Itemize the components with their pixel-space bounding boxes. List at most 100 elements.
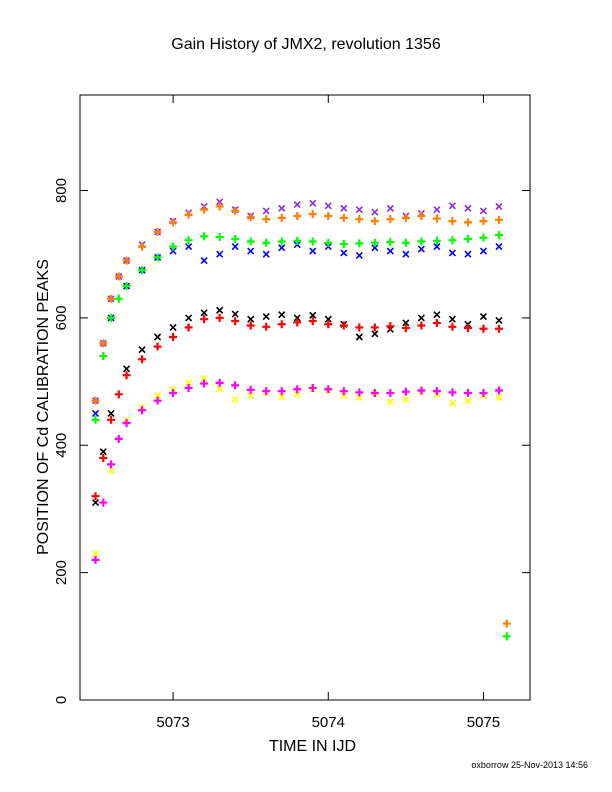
data-point — [448, 388, 457, 397]
data-point — [479, 324, 488, 333]
data-point — [246, 237, 255, 246]
data-point — [417, 386, 426, 395]
data-point — [138, 242, 147, 251]
data-point — [448, 249, 456, 257]
data-point — [247, 247, 255, 255]
data-point — [401, 387, 410, 396]
data-point — [200, 205, 209, 214]
data-point — [355, 251, 363, 260]
data-point — [185, 379, 193, 387]
data-point — [448, 202, 456, 210]
data-point — [277, 320, 286, 329]
data-point — [138, 266, 147, 275]
data-point — [184, 383, 193, 392]
data-point — [138, 406, 147, 415]
data-point — [169, 247, 177, 255]
data-point — [479, 389, 488, 398]
axis-ticks: 5073 5074 5075 0 200 400 600 800 — [53, 95, 530, 731]
y-tick-label: 400 — [53, 433, 70, 458]
data-point — [433, 311, 441, 319]
data-point — [216, 385, 224, 393]
data-point — [448, 236, 457, 245]
data-point — [463, 218, 472, 227]
data-point — [293, 200, 301, 209]
data-point — [293, 318, 302, 327]
data-point — [278, 204, 286, 212]
data-point — [122, 365, 131, 373]
data-point — [417, 314, 425, 322]
data-point — [122, 418, 131, 427]
data-point — [386, 247, 394, 255]
data-point — [99, 339, 108, 348]
data-point — [185, 243, 193, 251]
series-5 — [91, 231, 511, 641]
data-point — [169, 389, 178, 398]
data-point — [495, 316, 503, 325]
data-point — [355, 239, 364, 248]
y-tick-label: 0 — [53, 696, 70, 704]
data-point — [262, 387, 271, 396]
data-point — [153, 396, 162, 405]
data-point — [417, 212, 426, 220]
data-point — [91, 415, 100, 424]
data-point — [401, 213, 410, 222]
data-point — [247, 392, 255, 400]
x-tick-label: 5075 — [467, 714, 500, 731]
data-point — [216, 198, 224, 206]
data-point — [417, 321, 426, 330]
data-point — [340, 249, 348, 257]
data-point — [200, 232, 209, 241]
data-point — [433, 206, 441, 214]
data-point — [153, 253, 162, 262]
data-point — [231, 395, 239, 403]
data-point — [246, 385, 255, 394]
data-point — [324, 212, 333, 220]
data-point — [231, 243, 239, 251]
data-point — [215, 313, 224, 322]
data-point — [246, 213, 255, 222]
data-point — [107, 313, 116, 322]
data-point — [324, 238, 333, 247]
data-point — [107, 460, 116, 469]
data-point — [371, 208, 379, 216]
series-0 — [91, 198, 503, 405]
data-point — [278, 393, 286, 401]
data-point — [185, 314, 193, 322]
data-point — [278, 244, 286, 252]
data-point — [107, 294, 116, 303]
data-point — [278, 311, 286, 319]
data-point — [386, 322, 395, 331]
data-point — [370, 323, 379, 332]
data-point — [308, 317, 317, 326]
data-point — [277, 237, 286, 246]
data-point — [262, 313, 270, 321]
data-point — [494, 231, 503, 240]
data-point — [107, 409, 115, 417]
series-2 — [91, 306, 503, 507]
data-point — [370, 238, 379, 247]
data-point — [432, 387, 441, 396]
data-point — [154, 392, 162, 400]
data-point — [495, 393, 503, 402]
data-point — [114, 272, 123, 281]
data-point — [91, 499, 100, 507]
data-point — [277, 213, 286, 222]
footer-stamp: oxborrow 25-Nov-2013 14:56 — [471, 760, 588, 770]
data-point — [122, 371, 131, 380]
data-point — [262, 215, 271, 224]
data-point — [417, 245, 425, 253]
data-point — [386, 398, 394, 406]
data-point — [494, 386, 503, 395]
data-point — [169, 323, 177, 332]
data-point — [99, 352, 108, 361]
data-point — [309, 199, 317, 207]
series-3 — [91, 374, 503, 558]
data-point — [184, 236, 193, 245]
data-point — [432, 214, 441, 223]
data-point — [153, 227, 162, 236]
data-point — [479, 313, 488, 321]
data-point — [432, 236, 441, 245]
data-point — [91, 492, 100, 501]
y-tick-label: 600 — [53, 305, 70, 330]
